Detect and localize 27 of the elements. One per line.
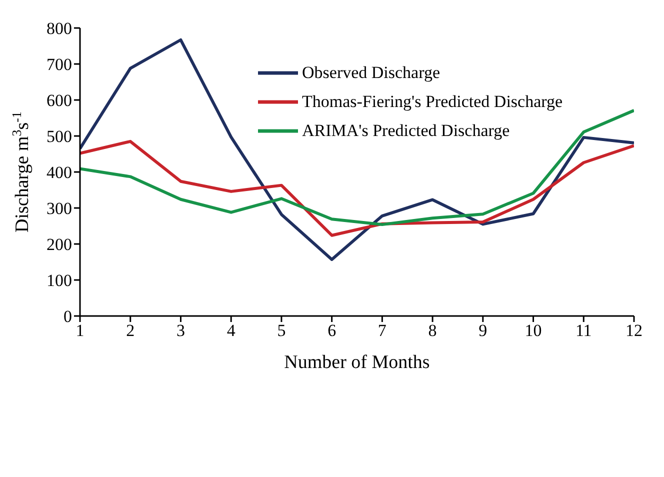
x-tick-label: 7 <box>378 321 387 340</box>
y-tick-label: 500 <box>46 127 72 146</box>
y-tick-label: 700 <box>46 55 72 74</box>
y-tick-label: 100 <box>46 271 72 290</box>
x-tick-label: 9 <box>478 321 488 340</box>
x-tick-label: 12 <box>626 321 642 340</box>
y-tick-label: 0 <box>64 307 72 326</box>
y-tick-label: 600 <box>46 91 72 110</box>
x-tick-label: 2 <box>126 321 135 340</box>
y-tick-label: 200 <box>46 235 72 254</box>
x-tick-label: 10 <box>524 321 542 340</box>
legend-label: Thomas-Fiering's Predicted Discharge <box>302 92 563 112</box>
x-tick-label: 1 <box>76 321 84 340</box>
x-tick-label: 3 <box>176 321 185 340</box>
y-tick-label: 300 <box>46 199 72 218</box>
x-tick-label: 11 <box>575 321 592 340</box>
legend-label: ARIMA's Predicted Discharge <box>302 120 510 140</box>
x-tick-label: 4 <box>226 321 236 340</box>
y-tick-label: 400 <box>46 163 72 182</box>
x-axis-title: Number of Months <box>284 352 430 373</box>
y-tick-label: 800 <box>46 19 72 38</box>
x-tick-label: 6 <box>328 321 336 340</box>
legend-label: Observed Discharge <box>302 62 440 82</box>
line-series <box>80 38 634 261</box>
x-tick-label: 8 <box>428 321 437 340</box>
x-tick-label: 5 <box>277 321 286 340</box>
line-series <box>80 140 634 237</box>
